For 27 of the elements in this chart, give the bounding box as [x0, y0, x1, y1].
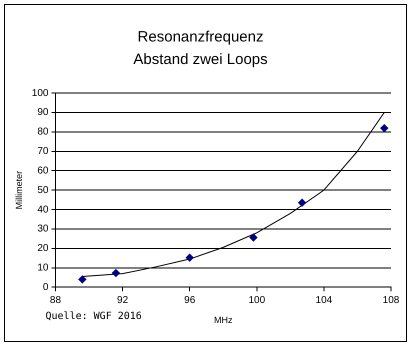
y-tick-label: 0 [42, 282, 49, 293]
x-tick-label: 88 [50, 294, 62, 306]
point [298, 198, 306, 207]
point [78, 275, 86, 284]
point [249, 233, 258, 242]
x-tick-label: 108 [382, 294, 400, 306]
y-tick-label: 80 [37, 126, 49, 138]
x-tick-label: 100 [248, 294, 266, 306]
y-tick-label: 30 [37, 224, 49, 235]
y-axis-title: Millimeter [14, 170, 24, 210]
chart-title: Resonanzfrequenz Abstand zwei Loops [133, 28, 268, 68]
point [380, 124, 388, 132]
y-tick-label: 20 [37, 243, 49, 254]
y-tick-label: 40 [37, 204, 49, 216]
y-tick-label: 10 [37, 262, 49, 274]
point [112, 269, 120, 278]
x-tick-label: 104 [316, 294, 333, 306]
x-tick-label: 96 [184, 294, 196, 306]
y-tick-label: 70 [37, 146, 49, 158]
y-tick-label: 100 [32, 88, 49, 99]
y-tick-label: 60 [37, 165, 49, 176]
source-note: Quelle: WGF 2016 [45, 310, 142, 322]
x-axis-title: MHz [214, 315, 233, 326]
x-tick-label: 92 [117, 294, 129, 306]
y-tick-label: 90 [37, 107, 49, 118]
y-tick-label: 50 [37, 184, 49, 196]
point [186, 254, 194, 262]
